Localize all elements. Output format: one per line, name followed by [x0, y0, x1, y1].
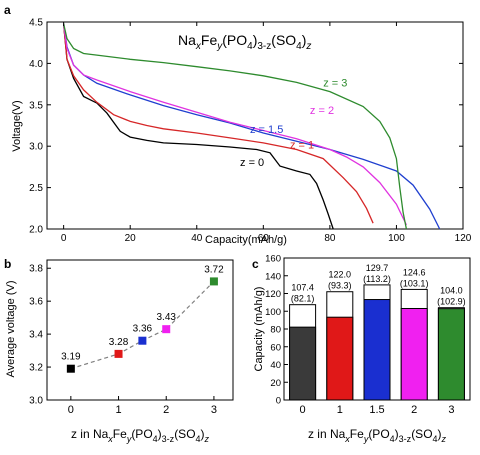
point-value-label: 3.28 [109, 337, 129, 348]
x-tick-label-b: 3 [211, 404, 217, 416]
panel-b-average-voltage: b 0 1 2 33.03.23.43.63.8 3.193.283.363.433.… [4, 257, 234, 444]
x-tick-label-c: 3 [448, 404, 454, 416]
x-tick-label-a: 40 [191, 233, 203, 244]
x-axis-label-b: z in NaxFey(PO4)3-z(SO4)z [71, 427, 210, 444]
series-lines-a [62, 23, 441, 230]
bar-fill [437, 308, 465, 401]
bar-total-label: 124.6 [403, 267, 426, 277]
x-tick-label-a: 0 [61, 233, 67, 244]
y-tick-label-c: 60 [270, 342, 281, 353]
panel-a-voltage-profile: a 0 20 40 60 80 100 120 2.0 2.5 3.0 3.5 4.0 4.5 z = … [4, 3, 472, 246]
y-tick-label-b: 3.2 [29, 363, 43, 374]
bar-fill [363, 299, 391, 401]
y-tick-label-c: 80 [270, 325, 281, 336]
data-point [66, 364, 75, 373]
panel-c-capacity: c 107.4(82.1) 122.0(93.3) 129.7(113.2) 124.… [252, 254, 471, 444]
y-tick-label-c: 100 [265, 307, 281, 318]
point-value-label: 3.72 [204, 264, 224, 275]
bar-total-label: 104.0 [440, 286, 463, 296]
x-tick-label-a: 120 [455, 233, 472, 244]
x-tick-label-a: 20 [125, 233, 137, 244]
y-tick-label-c: 0 [276, 396, 281, 407]
y-tick-label-c: 20 [270, 378, 281, 389]
axis-ticks-b: 0 1 2 3 3.0 3.2 3.4 3.6 3.8 [29, 264, 217, 416]
x-tick-label-a: 60 [258, 233, 270, 244]
y-tick-label-c: 120 [265, 289, 281, 300]
y-tick-label-c: 160 [265, 254, 281, 265]
bar-total-label: 107.4 [291, 283, 314, 293]
point-value-label: 3.43 [156, 312, 176, 323]
bar-fill-label: (93.3) [328, 281, 352, 291]
panel-letter-a: a [4, 3, 11, 17]
x-axis-label-c: z in NaxFey(PO4)3-z(SO4)z [308, 427, 447, 444]
y-tick-label-a: 4.5 [29, 18, 43, 29]
series-label: z = 2 [310, 105, 334, 117]
series-label: z = 3 [323, 78, 347, 90]
y-axis-label-b: Average voltage (V) [5, 280, 17, 377]
bars-c: 107.4(82.1)122.0(93.3)129.7(113.2)124.6(… [289, 263, 466, 401]
y-tick-label-b: 3.4 [29, 330, 43, 341]
panel-letter-b: b [4, 257, 11, 271]
bar-fill-label: (82.1) [291, 294, 315, 304]
x-tick-label-b: 1 [115, 404, 121, 416]
y-axis-label-a: Voltage(V) [11, 100, 23, 151]
x-tick-label-c: 0 [300, 404, 306, 416]
x-axis-label-a: Capacity(mAh/g) [205, 234, 287, 246]
data-point [162, 325, 171, 334]
data-point [114, 349, 123, 358]
bar-fill [400, 307, 428, 401]
series-line-0 [62, 23, 334, 230]
x-tick-label-c: 1 [337, 404, 343, 416]
y-tick-label-a: 3.5 [29, 100, 43, 111]
point-value-label: 3.36 [133, 324, 153, 335]
x-tick-label-b: 2 [163, 404, 169, 416]
y-tick-label-b: 3.6 [29, 297, 43, 308]
panel-letter-c: c [252, 257, 259, 271]
plot-frame-a [46, 21, 464, 230]
series-label: z = 1.5 [250, 124, 283, 136]
y-tick-label-a: 2.5 [29, 183, 43, 194]
y-axis-label-c: Capacity (mAh/g) [253, 287, 265, 372]
axis-ticks-a: 0 20 40 60 80 100 120 2.0 2.5 3.0 3.5 4.0 4.5 [29, 18, 472, 245]
bar-total-label: 122.0 [329, 270, 352, 280]
axis-ticks-c: 0 1 1.5 2 3 0 20 40 60 80 100 120 140 160 [265, 254, 454, 417]
series-labels-a: z = 3 z = 2 z = 1.5 z = 1 z = 0 [240, 78, 347, 169]
series-line-1 [62, 23, 374, 224]
y-tick-label-b: 3.0 [29, 396, 43, 407]
data-points-b: 3.19 3.28 3.363.43 3.72 [61, 264, 224, 373]
y-tick-label-a: 4.0 [29, 59, 43, 70]
series-label: z = 0 [240, 157, 264, 169]
point-value-label: 3.19 [61, 352, 81, 363]
bar-fill-label: (103.1) [400, 278, 429, 288]
x-tick-label-b: 0 [68, 404, 74, 416]
x-tick-label-a: 80 [324, 233, 336, 244]
y-tick-label-c: 140 [265, 271, 281, 282]
series-line-4 [62, 23, 408, 230]
y-tick-label-c: 40 [270, 360, 281, 371]
y-tick-label-a: 2.0 [29, 225, 43, 236]
bar-fill-label: (113.2) [363, 274, 391, 284]
bar-total-label: 129.7 [366, 263, 389, 273]
bar-fill [289, 326, 317, 401]
bar-fill [326, 316, 354, 401]
x-tick-label-a: 100 [388, 233, 405, 244]
x-tick-label-c: 1.5 [369, 404, 384, 416]
data-point [138, 336, 147, 345]
series-line-3 [62, 23, 407, 226]
data-point [209, 277, 218, 286]
y-tick-label-a: 3.0 [29, 142, 43, 153]
x-tick-label-c: 2 [411, 404, 417, 416]
y-tick-label-b: 3.8 [29, 264, 43, 275]
series-label: z = 1 [290, 140, 314, 152]
bar-fill-label: (102.9) [437, 297, 466, 307]
plot-frame-b [46, 259, 234, 401]
chart-formula-title: NaxFey(PO4)3-z(SO4)z [178, 32, 311, 52]
